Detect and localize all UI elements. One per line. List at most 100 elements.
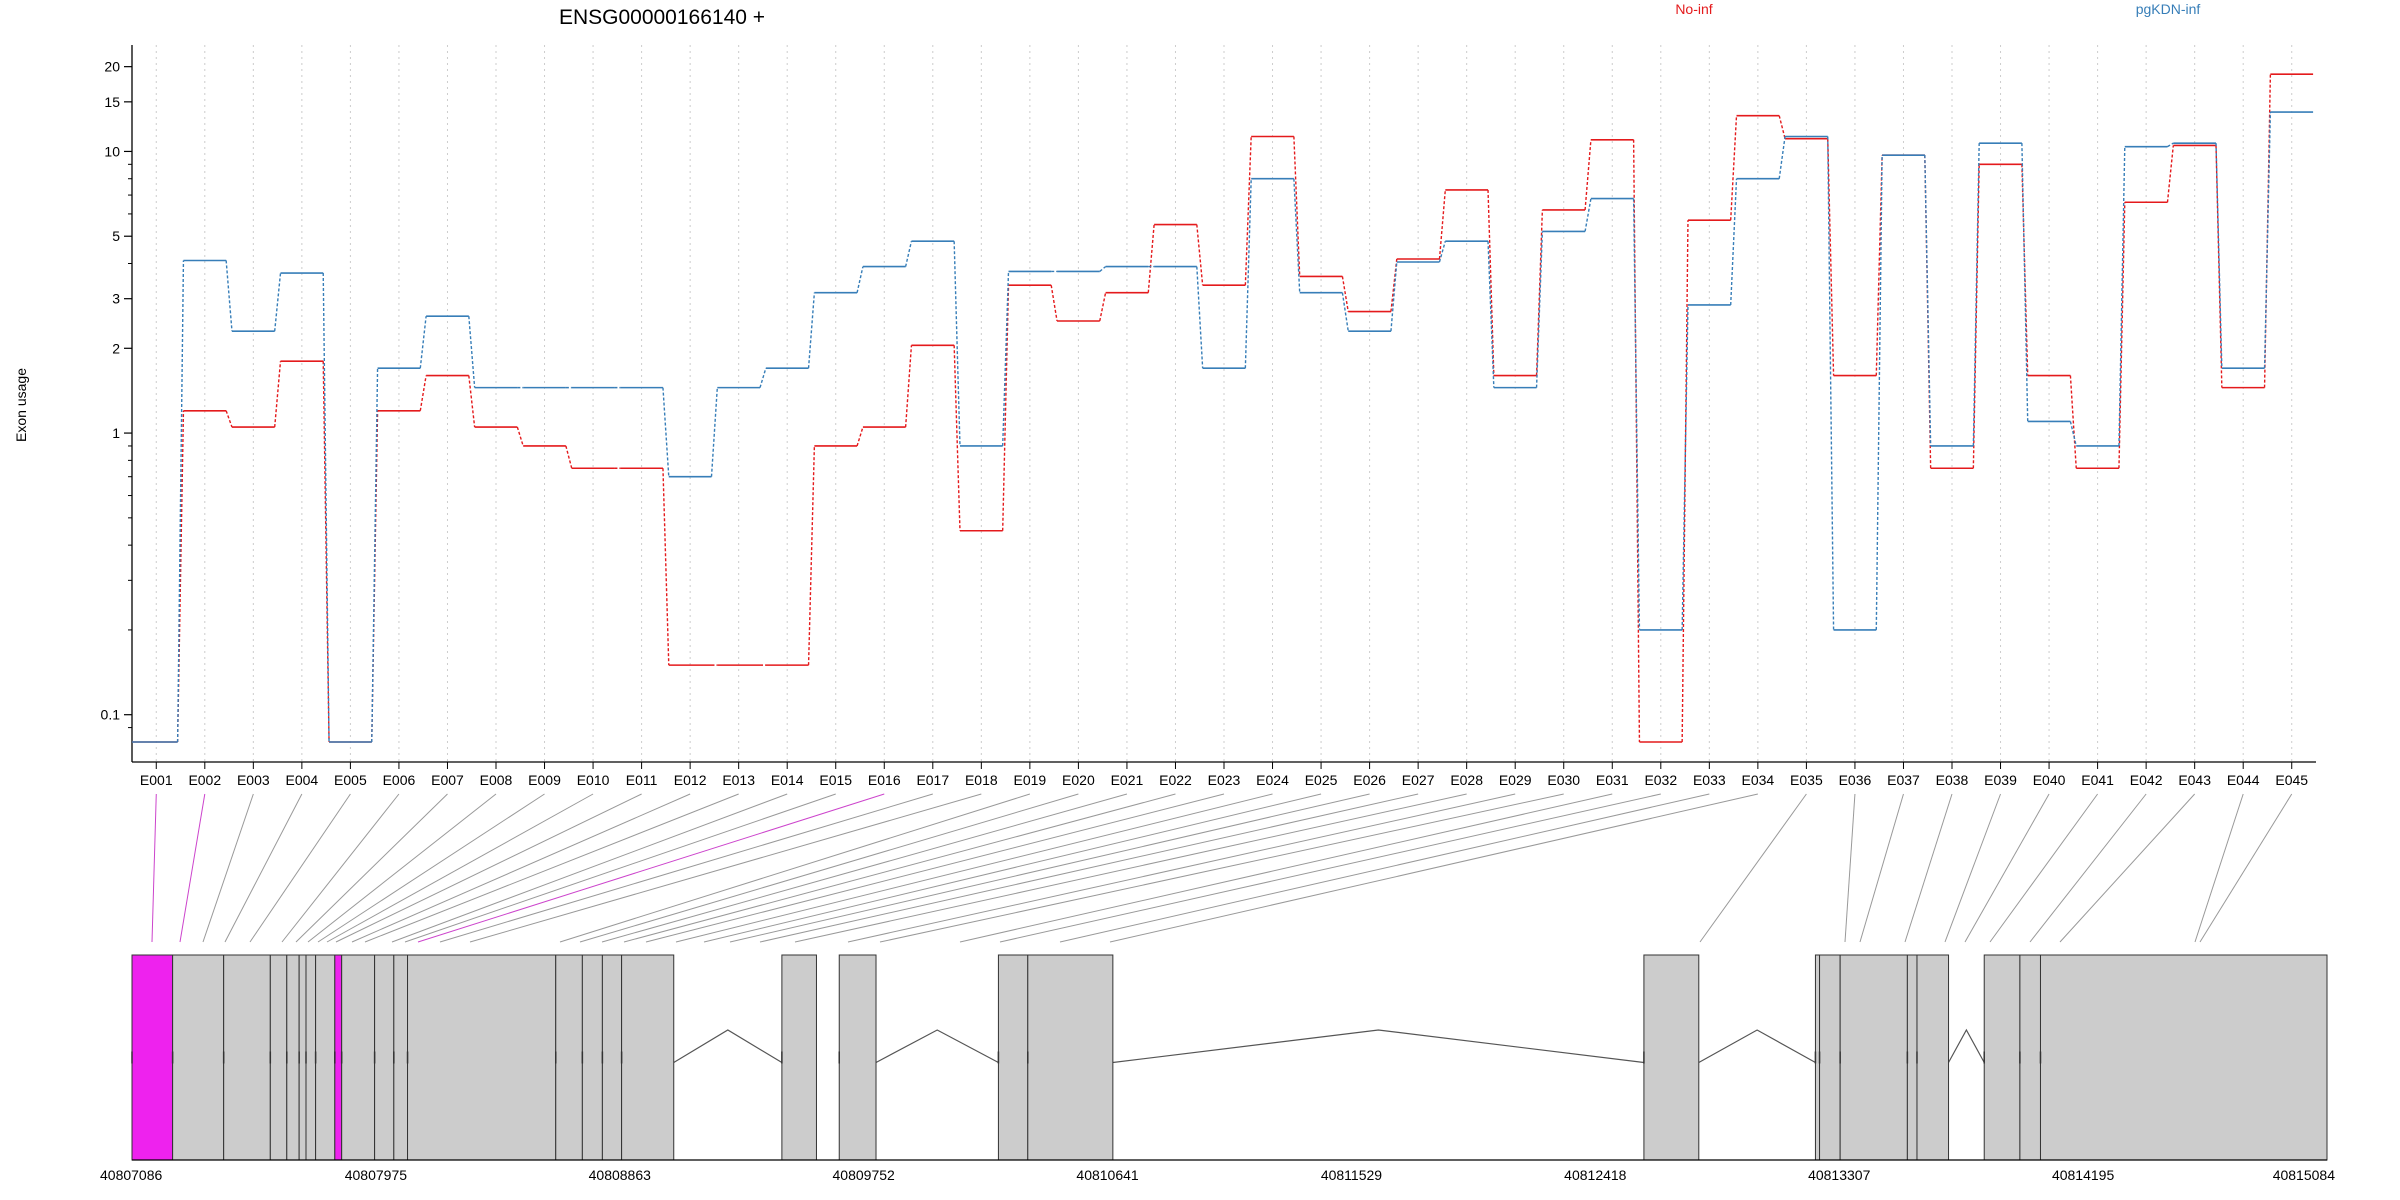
series-no-inf-connector <box>1778 115 1786 139</box>
x-tick-label: E037 <box>1887 772 1920 788</box>
series-no-inf-connector <box>2118 202 2126 469</box>
x-tick-label: E042 <box>2130 772 2163 788</box>
series-no-inf-connector <box>1729 115 1738 221</box>
series-no-inf-connector <box>1147 224 1155 293</box>
series-pgkdn-inf-connector <box>1001 271 1010 446</box>
mapping-line-highlighted <box>179 793 206 943</box>
exon-block <box>1983 954 2021 1161</box>
series-pgkdn-inf-connector <box>2069 421 2077 447</box>
exon-block <box>997 954 1029 1161</box>
x-tick-label: E013 <box>722 772 755 788</box>
y-tick-label: 2 <box>112 340 120 356</box>
series-no-inf-connector <box>1050 285 1058 322</box>
exon-block <box>223 954 271 1161</box>
series-pgkdn-inf-connector <box>225 260 233 332</box>
series-pgkdn-inf-connector <box>1244 178 1252 369</box>
legend-label-pgkdn-inf: pgKDN-inf <box>2136 1 2201 17</box>
mapping-line <box>2199 793 2293 943</box>
x-tick-label: E018 <box>965 772 998 788</box>
mapping-line <box>675 793 1273 943</box>
mapping-line <box>351 793 691 943</box>
mapping-line <box>759 793 1419 943</box>
series-no-inf-connector <box>1681 220 1689 743</box>
mapping-line <box>1109 793 1758 943</box>
exon-block-highlighted <box>334 954 343 1161</box>
series-pgkdn-inf-connector <box>1099 266 1107 272</box>
mapping-line <box>469 793 982 943</box>
series-pgkdn-inf-connector <box>1875 155 1883 630</box>
series-no-inf-connector <box>1875 155 1883 376</box>
mapping-line <box>879 793 1564 943</box>
series-no-inf-connector <box>1390 258 1398 312</box>
x-tick-label: E001 <box>140 772 173 788</box>
series-no-inf-connector <box>1827 138 1835 376</box>
series-no-inf-connector <box>516 426 524 447</box>
series-no-inf-connector <box>273 361 282 428</box>
series-pgkdn-inf-connector <box>1438 241 1446 263</box>
legend-label-no-inf: No-inf <box>1675 1 1712 17</box>
intron-line <box>1698 1029 1816 1064</box>
series-no-inf-connector <box>1438 189 1447 260</box>
exon-block <box>286 954 300 1161</box>
coordinate-label: 40807086 <box>100 1167 163 1183</box>
x-tick-label: E040 <box>2033 772 2066 788</box>
exon-block <box>172 954 225 1161</box>
mapping-line <box>249 793 351 943</box>
mapping-line <box>1904 793 1953 943</box>
x-tick-label: E017 <box>916 772 949 788</box>
mapping-line <box>729 793 1370 943</box>
mapping-line <box>391 793 788 943</box>
mapping-line <box>703 793 1322 943</box>
x-tick-label: E022 <box>1159 772 1192 788</box>
y-tick-label: 10 <box>104 143 120 159</box>
x-tick-label: E027 <box>1402 772 1435 788</box>
intron-line <box>1948 1028 1985 1063</box>
exon-block <box>2019 954 2041 1161</box>
series-no-inf-connector <box>2166 145 2175 203</box>
mapping-line <box>794 793 1467 943</box>
coordinate-label: 40811529 <box>1321 1167 1382 1183</box>
exon-block <box>269 954 288 1161</box>
series-pgkdn-inf-connector <box>2263 112 2272 369</box>
exon-block <box>838 954 877 1161</box>
exon-block <box>601 954 623 1161</box>
series-pgkdn-inf-connector <box>807 292 816 369</box>
exon-block <box>1916 954 1950 1161</box>
exon-mapping-lines <box>151 793 2293 943</box>
y-tick-label: 15 <box>104 94 120 110</box>
exon-block-highlighted <box>131 954 174 1161</box>
mapping-line <box>1059 793 1710 943</box>
series-no-inf-connector <box>807 445 816 666</box>
exon-block <box>555 954 583 1161</box>
series-pgkdn-inf-connector <box>1924 155 1932 446</box>
series-pgkdn-inf-connector <box>1487 241 1495 388</box>
mapping-line <box>224 793 303 943</box>
y-axis-label: Exon usage <box>13 368 29 442</box>
series-pgkdn-inf-connector <box>2167 142 2174 148</box>
series-pgkdn-inf-connector <box>1681 304 1689 630</box>
series-pgkdn-inf-connector <box>2215 143 2223 369</box>
mapping-line <box>1964 793 2050 943</box>
exon-block <box>305 954 317 1161</box>
series-pgkdn-inf-connector <box>1196 266 1204 369</box>
mapping-line <box>317 793 545 943</box>
series-no-inf-connector <box>468 375 476 428</box>
x-tick-label: E030 <box>1547 772 1580 788</box>
exon-block <box>621 954 675 1161</box>
x-tick-label: E036 <box>1839 772 1872 788</box>
series-no-inf-connector <box>1293 136 1301 277</box>
mapping-line <box>2194 793 2244 943</box>
x-tick-label: E021 <box>1111 772 1144 788</box>
mapping-line <box>601 793 1128 943</box>
exon-block <box>781 954 817 1161</box>
series-pgkdn-inf-connector <box>1390 261 1398 332</box>
x-tick-label: E020 <box>1062 772 1095 788</box>
mapping-line <box>959 793 1613 943</box>
exon-block <box>374 954 395 1161</box>
x-tick-label: E045 <box>2275 772 2308 788</box>
series-no-inf-connector <box>856 426 864 447</box>
y-tick-label: 5 <box>112 228 120 244</box>
x-tick-label: E008 <box>480 772 513 788</box>
series-pgkdn-inf-connector <box>856 266 864 293</box>
x-tick-label: E032 <box>1644 772 1677 788</box>
